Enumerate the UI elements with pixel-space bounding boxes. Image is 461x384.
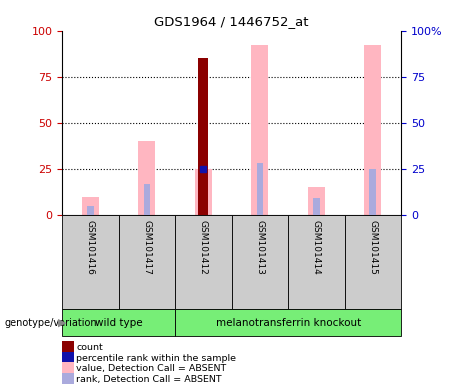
Text: GSM101412: GSM101412 xyxy=(199,220,208,275)
Text: GSM101417: GSM101417 xyxy=(142,220,152,275)
Text: ▶: ▶ xyxy=(58,318,66,328)
Text: GSM101414: GSM101414 xyxy=(312,220,321,275)
Bar xyxy=(82,197,99,215)
Bar xyxy=(195,169,212,215)
Bar xyxy=(87,206,94,215)
Bar xyxy=(138,141,155,215)
Text: GSM101416: GSM101416 xyxy=(86,220,95,275)
Bar xyxy=(62,352,74,365)
Text: rank, Detection Call = ABSENT: rank, Detection Call = ABSENT xyxy=(76,375,222,384)
Bar xyxy=(175,309,401,336)
Title: GDS1964 / 1446752_at: GDS1964 / 1446752_at xyxy=(154,15,309,28)
Bar xyxy=(251,45,268,215)
Text: genotype/variation: genotype/variation xyxy=(5,318,97,328)
Bar xyxy=(231,215,288,309)
Bar xyxy=(62,362,74,376)
Bar xyxy=(344,215,401,309)
Bar xyxy=(256,164,263,215)
Text: percentile rank within the sample: percentile rank within the sample xyxy=(76,354,236,363)
Bar xyxy=(288,215,344,309)
Text: GSM101415: GSM101415 xyxy=(368,220,378,275)
Text: GSM101413: GSM101413 xyxy=(255,220,265,275)
Bar xyxy=(62,309,175,336)
Bar xyxy=(62,215,118,309)
Text: melanotransferrin knockout: melanotransferrin knockout xyxy=(215,318,361,328)
Text: wild type: wild type xyxy=(95,318,142,328)
Bar xyxy=(369,169,376,215)
Bar xyxy=(313,199,320,215)
Text: count: count xyxy=(76,343,103,352)
Bar xyxy=(364,45,381,215)
Text: value, Detection Call = ABSENT: value, Detection Call = ABSENT xyxy=(76,364,226,374)
Bar xyxy=(143,184,150,215)
Bar xyxy=(198,58,208,215)
Bar xyxy=(62,373,74,384)
Bar xyxy=(62,341,74,354)
Bar xyxy=(118,215,175,309)
Bar xyxy=(308,187,325,215)
Bar xyxy=(175,215,231,309)
